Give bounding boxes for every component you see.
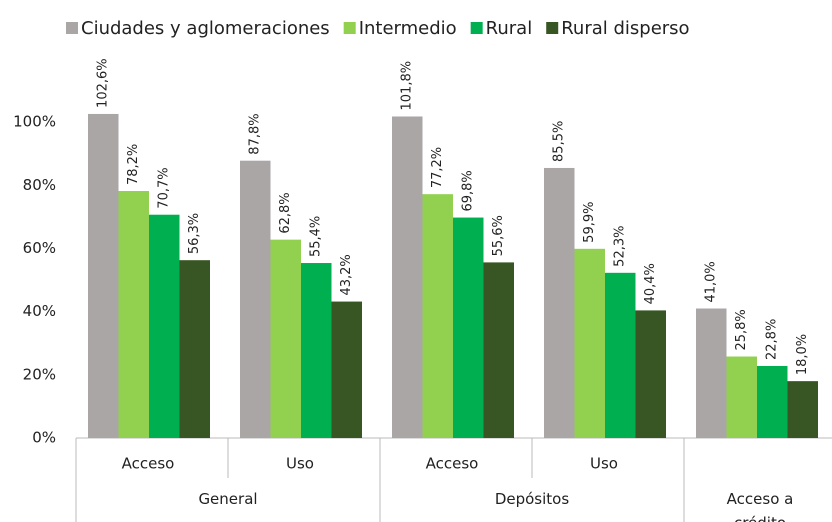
value-label: 69,8% <box>461 170 476 211</box>
value-label: 55,6% <box>491 215 506 256</box>
bar <box>422 194 453 438</box>
x-tick-label: Uso <box>590 455 618 473</box>
bar <box>240 160 271 438</box>
value-label: 40,4% <box>643 263 658 304</box>
bar <box>726 356 757 438</box>
bar <box>453 217 484 438</box>
value-label: 62,8% <box>278 192 293 233</box>
value-label: 78,2% <box>126 144 141 185</box>
group-label-box: Acceso a crédito <box>726 490 794 522</box>
bar <box>118 191 149 438</box>
value-label: 85,5% <box>552 121 567 162</box>
y-tick-label: 0% <box>32 429 56 447</box>
value-label: 87,8% <box>248 113 263 154</box>
bar <box>149 214 180 438</box>
legend-swatch <box>343 22 356 34</box>
bar <box>605 272 636 438</box>
y-tick-label: 20% <box>23 365 56 383</box>
bar <box>301 263 332 438</box>
group-label: Depósitos <box>494 490 570 508</box>
value-label: 43,2% <box>339 254 354 295</box>
y-tick-label: 100% <box>13 113 56 131</box>
y-tick-label: 40% <box>23 302 56 320</box>
y-tick-label: 60% <box>23 239 56 257</box>
bar <box>635 310 666 438</box>
value-label: 102,6% <box>96 58 111 108</box>
x-tick-label: Acceso <box>122 455 175 473</box>
value-label: 52,3% <box>613 226 628 267</box>
y-tick-label: 80% <box>23 176 56 194</box>
x-tick-label: Uso <box>286 455 314 473</box>
bar <box>392 116 423 439</box>
bar <box>88 113 119 438</box>
group-label-box: Depósitos <box>494 490 570 508</box>
value-label: 22,8% <box>765 319 780 360</box>
value-label: 101,8% <box>400 61 415 111</box>
legend-label: Ciudades y aglomeraciones <box>81 18 330 39</box>
bar <box>696 308 727 438</box>
bar <box>270 239 301 438</box>
bar <box>179 260 210 438</box>
bar <box>544 167 575 438</box>
value-label: 18,0% <box>795 334 810 375</box>
group-label: Acceso a crédito <box>726 490 794 522</box>
bar <box>331 301 362 438</box>
bar <box>787 381 818 438</box>
legend-label: Intermedio <box>359 18 457 39</box>
legend-swatch <box>470 22 483 34</box>
legend-label: Rural disperso <box>561 18 689 39</box>
legend-swatch <box>66 22 78 34</box>
value-label: 41,0% <box>704 261 719 302</box>
legend-label: Rural <box>486 18 533 39</box>
legend-swatch <box>546 22 559 34</box>
group-label: General <box>198 490 258 508</box>
bar <box>483 262 514 438</box>
x-tick-label: Acceso <box>426 455 479 473</box>
group-label-box: General <box>198 490 258 508</box>
bar <box>757 365 788 438</box>
bar <box>574 248 605 438</box>
value-label: 59,9% <box>582 202 597 243</box>
value-label: 77,2% <box>430 147 445 188</box>
value-label: 70,7% <box>157 167 172 208</box>
value-label: 55,4% <box>309 216 324 257</box>
value-label: 56,3% <box>187 213 202 254</box>
value-label: 25,8% <box>734 309 749 350</box>
